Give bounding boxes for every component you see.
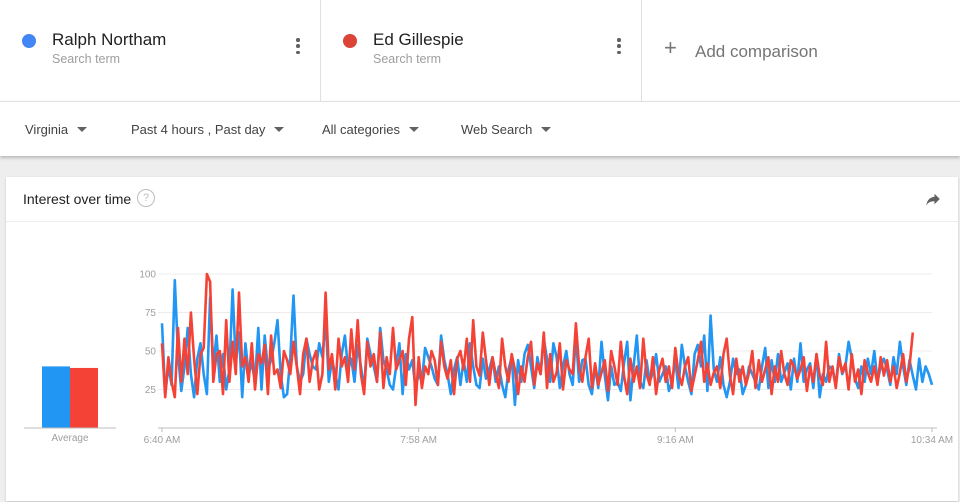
add-comparison-button[interactable]: + Add comparison [642,0,960,101]
y-tick-label: 75 [145,308,157,319]
y-tick-label: 25 [145,385,157,396]
region-dropdown[interactable]: Virginia [25,122,88,137]
average-label: Average [51,433,89,444]
x-tick-label: 6:40 AM [144,435,181,446]
x-tick-label: 10:34 AM [911,435,953,446]
term-card-ralph-northam[interactable]: Ralph Northam Search term [0,0,321,101]
term-card-ed-gillespie[interactable]: Ed Gillespie Search term [321,0,642,101]
series-line-ralph-northam [160,278,934,407]
x-tick-label: 7:58 AM [400,435,437,446]
time-range-dropdown[interactable]: Past 4 hours , Past day [131,122,285,137]
category-label: All categories [322,122,401,137]
caret-down-icon [409,127,420,132]
help-icon[interactable]: ? [137,189,155,207]
series-line-ed-gillespie [160,272,915,407]
average-bar-ed-gillespie [70,367,98,428]
category-dropdown[interactable]: All categories [322,122,420,137]
card-title: Interest over time [23,191,132,207]
filter-bar: Virginia Past 4 hours , Past day All cat… [0,101,960,156]
plus-icon: + [664,35,677,60]
card-header: Interest over time ? [6,177,958,222]
interest-over-time-card: Interest over time ? 100 75 50 25 6:40 AM 7:5… [6,177,958,501]
term-subtitle: Search term [52,52,121,66]
term-name: Ralph Northam [52,30,167,49]
share-icon[interactable] [924,190,942,208]
x-tick-label: 9:16 AM [657,435,694,446]
more-vert-icon[interactable] [296,38,300,54]
search-type-label: Web Search [461,122,533,137]
search-type-dropdown[interactable]: Web Search [461,122,552,137]
y-tick-label: 50 [145,347,157,358]
caret-down-icon [274,127,285,132]
time-range-label: Past 4 hours , Past day [131,122,266,137]
average-bar-ralph-northam [42,366,70,428]
add-comparison-label: Add comparison [695,42,818,61]
y-tick-label: 100 [139,270,156,281]
caret-down-icon [541,127,552,132]
term-subtitle: Search term [373,52,442,66]
series-color-dot [343,34,357,48]
region-label: Virginia [25,122,69,137]
search-terms-bar: Ralph Northam Search term Ed Gillespie S… [0,0,960,101]
more-vert-icon[interactable] [617,38,621,54]
interest-chart: 100 75 50 25 6:40 AM 7:58 AM 9:16 AM 10:34 AM Av… [24,270,953,446]
term-name: Ed Gillespie [373,30,464,49]
caret-down-icon [77,127,88,132]
series-color-dot [22,34,36,48]
